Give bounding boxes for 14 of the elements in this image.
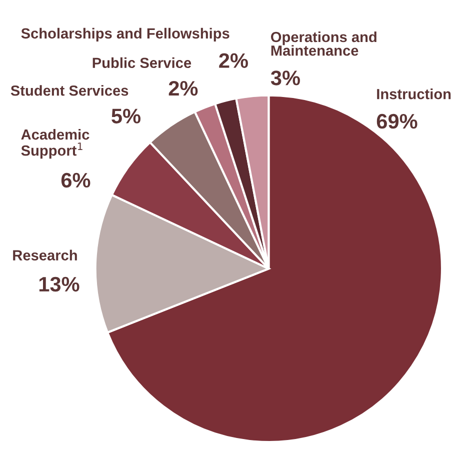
- data-label: 69%: [376, 114, 418, 129]
- data-label: 6%: [61, 172, 90, 188]
- data-label: 3%: [270, 70, 300, 86]
- slice-label: Student Services: [10, 85, 128, 96]
- slice-label: Academic Support$^{1}$: [21, 128, 90, 159]
- data-label: 5%: [112, 108, 140, 124]
- data-label: 2%: [219, 53, 248, 68]
- data-label: 13%: [39, 276, 80, 292]
- slice-label: Instruction: [377, 88, 451, 100]
- slice-label: Public Service: [92, 57, 192, 68]
- data-label: 2%: [168, 80, 198, 96]
- slice-label: Research: [13, 250, 77, 260]
- slice-label: Operations and Maintenance: [271, 31, 376, 56]
- slice-label: Scholarships and Fellowships: [21, 28, 230, 42]
